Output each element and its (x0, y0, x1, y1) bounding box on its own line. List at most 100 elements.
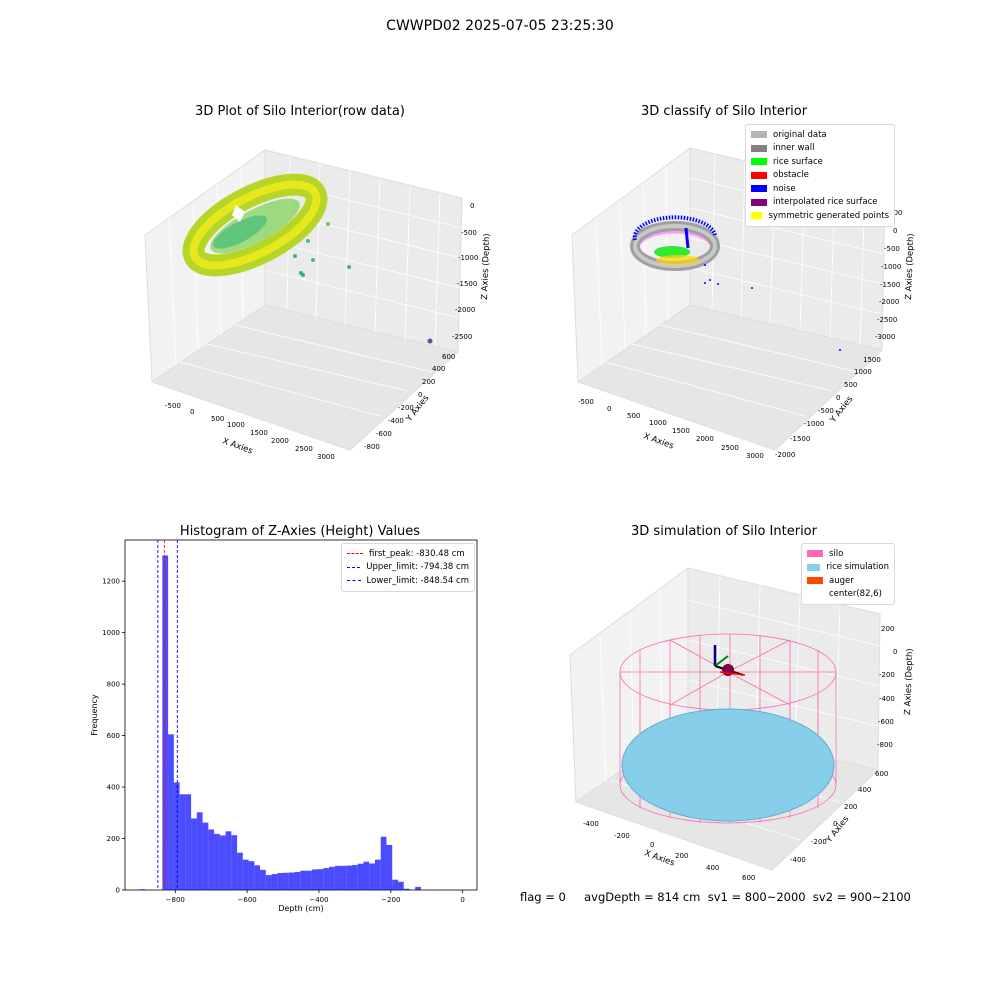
simulation-ztick-2: -400 (879, 695, 895, 703)
simulation-ytick-1: -200 (811, 838, 827, 846)
simulation-xlabel: X Axies (643, 848, 676, 868)
simulation-xtick-0: -400 (583, 820, 599, 828)
histogram-yticks: 0 200 400 600 800 1000 1200 (102, 578, 125, 895)
histogram-legend-item: first_peak: -830.48 cm (347, 547, 469, 561)
histogram-legend-item: Lower_limit: -848.54 cm (347, 574, 469, 588)
histogram-ylabel: Frequency (90, 694, 99, 736)
legend-swatch-icon (751, 144, 767, 152)
raw-point-cloud (182, 173, 433, 344)
classify-ztick-2: -2000 (879, 298, 899, 306)
classify-ytick-0: -2000 (775, 451, 795, 459)
classify-ytick-4: 0 (836, 394, 840, 402)
classify-xtick-4: 1500 (672, 427, 690, 435)
histogram-bar (202, 822, 209, 890)
raw-xtick-3: 1000 (227, 421, 245, 429)
raw-xtick-7: 3000 (317, 453, 335, 461)
raw-ytick-3: -200 (398, 404, 414, 412)
histogram-bar (374, 859, 381, 890)
histogram-bar (196, 812, 203, 890)
legend-swatch-icon (751, 171, 767, 179)
histogram-bar (346, 865, 353, 890)
raw-ytick-0: -800 (364, 443, 380, 451)
simulation-legend-item: center(82,6) (807, 588, 889, 602)
histogram-bar (168, 734, 174, 890)
histogram-xlabel: Depth (cm) (278, 904, 323, 913)
raw-panel-title: 3D Plot of Silo Interior(row data) (195, 104, 405, 119)
simulation-xtick-5: 600 (742, 874, 755, 882)
histogram-bar (260, 869, 266, 890)
histogram-bar (265, 875, 272, 890)
classify-xtick-1: 0 (607, 405, 611, 413)
histogram-bar (397, 881, 404, 890)
histogram-bar (369, 863, 375, 890)
classify-ytick-5: 500 (844, 381, 857, 389)
legend-swatch-icon (807, 577, 823, 585)
raw-ytick-1: -600 (376, 430, 392, 438)
legend-swatch-icon (807, 591, 823, 598)
legend-swatch-icon (751, 185, 767, 193)
raw-3d-plot: -500 0 500 1000 1500 2000 2500 3000 -800… (144, 149, 492, 461)
raw-xtick-2: 500 (211, 415, 224, 423)
classify-xtick-5: 2000 (696, 435, 714, 443)
classify-xtick-2: 500 (627, 412, 640, 420)
simulation-ztick-5: 200 (881, 625, 894, 633)
classify-legend-item: symmetric generated points (751, 209, 889, 223)
histogram-bars (139, 555, 421, 890)
raw-xtick-0: -500 (165, 402, 181, 410)
legend-swatch-icon (751, 198, 767, 206)
raw-ztick-5: 0 (470, 202, 474, 210)
simulation-ztick-3: -200 (879, 671, 895, 679)
histogram-bar (283, 872, 289, 890)
classify-legend-item: original data (751, 128, 889, 142)
raw-floor-pane (150, 304, 460, 451)
simulation-rice-surface (621, 708, 835, 822)
histogram-bar (294, 871, 301, 890)
simulation-ytick-0: -400 (790, 856, 806, 864)
simulation-zlabel: Z Axies (Depth) (903, 648, 915, 715)
raw-ytick-6: 400 (432, 365, 445, 373)
histogram-bar (352, 865, 358, 890)
simulation-auger (713, 645, 746, 676)
classify-gridlines (595, 153, 886, 417)
classify-legend-item: rice surface (751, 155, 889, 169)
legend-swatch-icon (751, 212, 763, 220)
histogram-ytick-label: 600 (107, 732, 120, 740)
histogram-bar (340, 865, 347, 890)
histogram-bar (248, 861, 255, 890)
classify-xtick-6: 2500 (721, 444, 739, 452)
histogram-ytick-label: 200 (107, 835, 120, 843)
status-footer: flag = 0 avgDepth = 814 cm sv1 = 800~200… (520, 890, 911, 904)
histogram-xtick-label: −400 (309, 896, 328, 904)
histogram-bar (329, 866, 335, 890)
classify-ztick-6: 0 (893, 227, 897, 235)
classify-xlabel: X Axies (642, 431, 675, 451)
figure-suptitle: CWWPD02 2025-07-05 23:25:30 (386, 18, 614, 34)
histogram-bar (242, 859, 249, 890)
raw-xtick-1: 0 (190, 408, 194, 416)
histogram-bar (191, 818, 197, 890)
simulation-ztick-1: -600 (878, 718, 894, 726)
classify-legend-item: interpolated rice surface (751, 196, 889, 210)
histogram-bar (288, 872, 295, 890)
legend-line-icon (347, 580, 361, 582)
classify-ytick-3: -500 (818, 407, 834, 415)
raw-xtick-4: 1500 (250, 429, 268, 437)
classify-legend-item: obstacle (751, 169, 889, 183)
raw-xlabel: X Axies (221, 436, 254, 456)
classify-ztick-7: 500 (889, 209, 902, 217)
raw-ztick-1: -2000 (455, 306, 475, 314)
histogram-bar (363, 861, 370, 890)
histogram-ytick-label: 1000 (102, 629, 120, 637)
classify-point-cloud (630, 215, 841, 351)
simulation-ytick-5: 600 (875, 770, 888, 778)
raw-xtick-6: 2500 (295, 445, 313, 453)
raw-zlabel: Z Axies (Depth) (480, 233, 492, 300)
histogram-chart: −800 −600 −400 −200 0 020040060080010001200 … (90, 539, 478, 913)
classify-floor-pane (576, 304, 884, 451)
classify-ztick-1: -2500 (877, 316, 897, 324)
histogram-xtick-label: −600 (238, 896, 257, 904)
legend-swatch-icon (807, 550, 823, 558)
histogram-legend-item: Upper_limit: -794.38 cm (347, 561, 469, 575)
raw-ytick-5: 200 (422, 378, 435, 386)
simulation-legend-item: rice simulation (807, 561, 889, 575)
